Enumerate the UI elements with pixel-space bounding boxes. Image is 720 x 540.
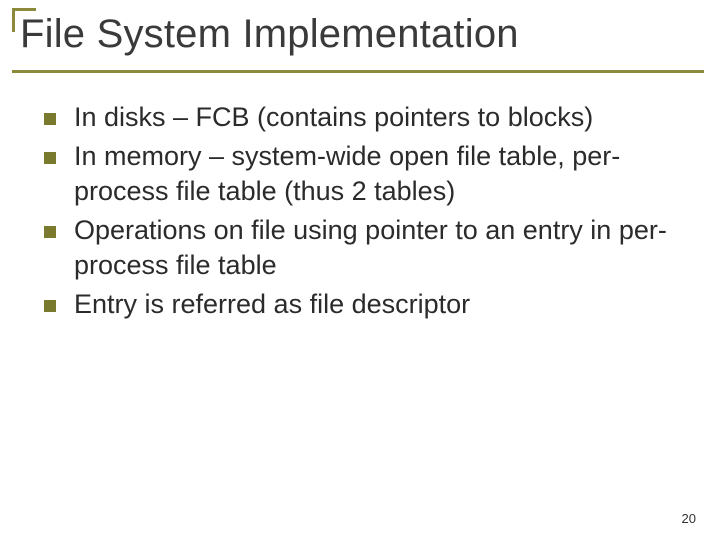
bullet-icon [44,300,56,312]
list-item: Entry is referred as file descriptor [44,287,690,322]
bullet-list: In disks – FCB (contains pointers to blo… [44,100,690,327]
list-item-text: Entry is referred as file descriptor [74,287,690,322]
page-number: 20 [682,511,696,526]
list-item-text: Operations on file using pointer to an e… [74,213,690,283]
title-underline [12,70,704,73]
bullet-icon [44,226,56,238]
bullet-icon [44,152,56,164]
list-item-text: In disks – FCB (contains pointers to blo… [74,100,690,135]
page-title: File System Implementation [20,12,700,57]
bullet-icon [44,113,56,125]
list-item-text: In memory – system-wide open file table,… [74,139,690,209]
list-item: Operations on file using pointer to an e… [44,213,690,283]
list-item: In disks – FCB (contains pointers to blo… [44,100,690,135]
slide: File System Implementation In disks – FC… [0,0,720,540]
list-item: In memory – system-wide open file table,… [44,139,690,209]
